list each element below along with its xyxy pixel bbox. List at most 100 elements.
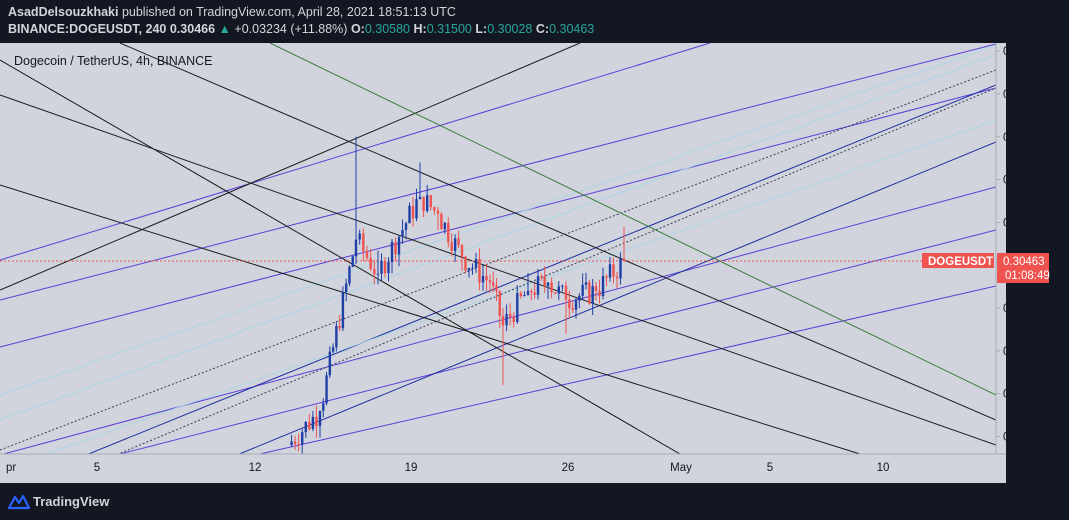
pitchfork-line-black[interactable] (0, 43, 581, 291)
pitchfork-line-navy[interactable] (0, 84, 996, 483)
candle-body (311, 416, 315, 430)
candle-body (418, 196, 422, 200)
candle-body (488, 280, 492, 283)
x-tick-label: 19 (405, 462, 418, 474)
pitchfork-line-black[interactable] (0, 94, 996, 446)
pitchfork-line-purple[interactable] (0, 186, 996, 455)
candle-body (433, 207, 436, 211)
chart-title: Dogecoin / TetherUS, 4h, BINANCE (14, 54, 212, 68)
candle-body (561, 285, 564, 287)
time-axis[interactable]: pr 5 12 19 26 May 5 10 (6, 462, 889, 474)
candle-body (348, 266, 351, 284)
candle-body (373, 269, 376, 274)
x-tick-label: 12 (249, 462, 262, 474)
high-label: H: (413, 22, 427, 36)
candle-body (304, 421, 307, 433)
candle-body (453, 238, 457, 251)
price-tag: DOGEUSDT 0.30463 01:08:49 (922, 253, 1050, 283)
candle-body (464, 256, 467, 271)
change-up-icon: ▲ (218, 22, 231, 36)
candle-body (536, 276, 540, 295)
pitchfork-drawings[interactable] (0, 43, 996, 483)
candle-body (362, 233, 365, 252)
candle-body (354, 239, 358, 257)
candle-body (328, 351, 332, 376)
candle-body (341, 291, 345, 329)
candle-body (440, 213, 443, 230)
symbol-info: BINANCE:DOGEUSDT, 240 0.30466 ▲ +0.03234… (8, 22, 594, 36)
candle-body (457, 238, 460, 245)
pitchfork-line-black[interactable] (0, 184, 861, 454)
pitchfork-line-black[interactable] (119, 43, 996, 421)
candle-body (543, 276, 546, 286)
pitchfork-line-dotted[interactable] (0, 69, 996, 451)
pitchfork-line-purple[interactable] (0, 43, 996, 301)
x-tick-label: 26 (562, 462, 575, 474)
candle-body (526, 290, 530, 296)
pitchfork-line-lightblue[interactable] (0, 44, 996, 396)
candle-body (338, 325, 341, 329)
candle-body (422, 196, 425, 211)
candle-body (498, 291, 501, 317)
tradingview-brand[interactable]: TradingView (33, 494, 110, 509)
price-tag-symbol: DOGEUSDT (928, 256, 993, 268)
y-tick-label: 0.35000 (1003, 217, 1045, 229)
candle-body (408, 205, 411, 224)
candle-body (550, 282, 553, 293)
candle-body (568, 299, 571, 309)
candle-body (404, 223, 408, 230)
candle-body (622, 258, 626, 262)
candle-body (426, 195, 429, 211)
candle-body (351, 256, 354, 267)
candle-body (557, 286, 560, 294)
price-chart[interactable]: 0.55000 0.50000 0.45000 0.40000 0.35000 0.300… (0, 0, 1069, 483)
candle-body (436, 210, 440, 214)
candle-body (318, 410, 322, 427)
candle-body (383, 261, 387, 274)
pitchfork-line-purple[interactable] (0, 87, 996, 348)
pitchfork-line-lightblue[interactable] (0, 119, 996, 470)
last-price: 0.30466 (169, 22, 216, 36)
candle-body (315, 416, 318, 427)
candle-body (546, 282, 550, 286)
candle-body (411, 205, 415, 219)
y-tick-label: 0.40000 (1003, 175, 1045, 187)
pitchfork-line-green[interactable] (269, 43, 996, 396)
candle-body (523, 295, 526, 297)
y-tick-label: 0.20000 (1003, 346, 1045, 358)
x-tick-label: May (670, 462, 692, 474)
pitchfork-line-purple[interactable] (119, 229, 996, 454)
pitchfork-line-navy[interactable] (140, 141, 996, 483)
candle-body (447, 222, 450, 243)
pitchfork-line-purple[interactable] (259, 285, 996, 454)
candle-body (325, 375, 328, 404)
author-name[interactable]: AsadDelsouzkhaki (8, 5, 119, 19)
tradingview-logo-icon[interactable] (8, 492, 30, 510)
candle-body (450, 242, 453, 251)
candle-body (397, 236, 401, 255)
pitchfork-line-lightblue[interactable] (0, 54, 996, 421)
symbol-label: BINANCE:DOGEUSDT, 240 (8, 22, 167, 36)
candle-body (601, 276, 605, 296)
candle-body (495, 285, 498, 292)
pitchfork-line-black[interactable] (0, 59, 681, 454)
open-value: 0.30580 (364, 22, 411, 36)
low-value: 0.30028 (487, 22, 533, 36)
footer: TradingView (0, 483, 1069, 520)
candle-body (293, 441, 297, 445)
candle-body (322, 403, 325, 411)
candle-body (394, 242, 397, 255)
candle-body (301, 432, 304, 445)
x-tick-label: 10 (877, 462, 890, 474)
candle-body (554, 292, 557, 294)
candle-body (474, 259, 478, 268)
y-tick-label: 0.55000 (1003, 46, 1045, 58)
candle-body (615, 276, 619, 279)
price-tag-value: 0.30463 (1003, 256, 1045, 268)
candle-body (401, 229, 404, 237)
candle-body (492, 282, 495, 286)
pitchfork-line-purple[interactable] (0, 43, 711, 261)
candle-body (508, 313, 512, 317)
candle-body (516, 293, 519, 323)
candle-body (331, 347, 335, 352)
